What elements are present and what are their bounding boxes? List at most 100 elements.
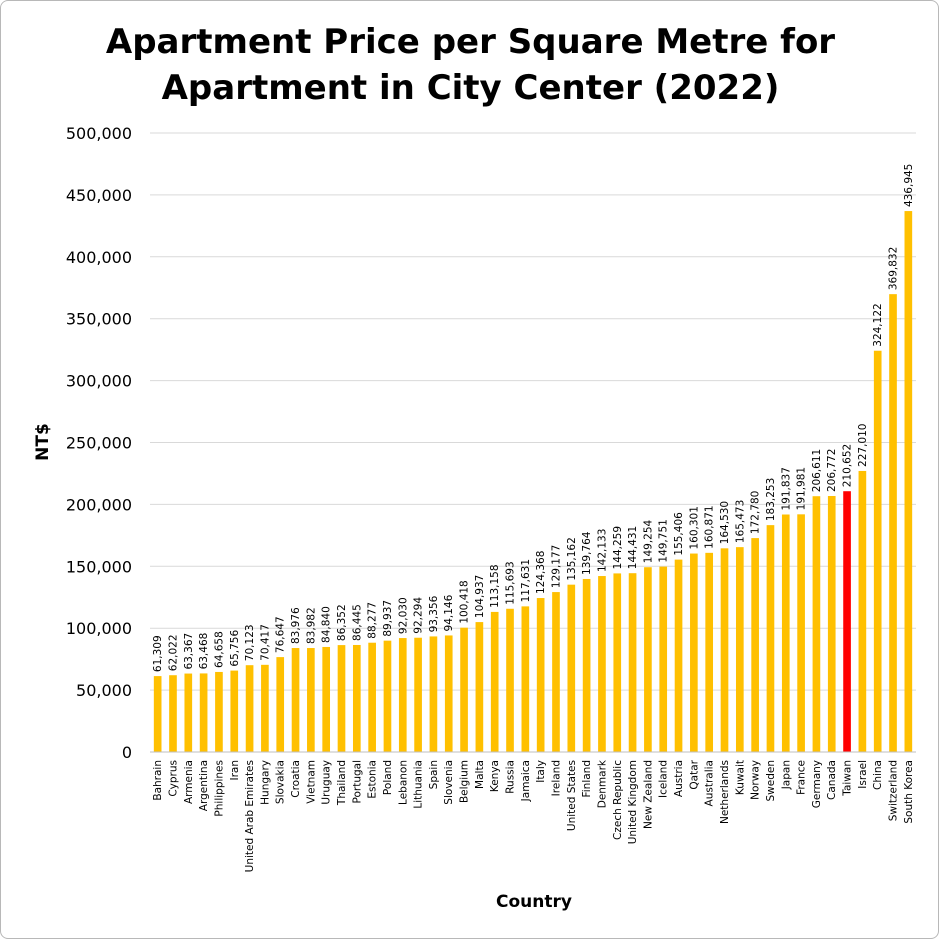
x-tick-label: Uruguay [321, 760, 333, 805]
data-label: 160,301 [688, 506, 700, 549]
bar [705, 552, 714, 752]
x-tick-label: Taiwan [842, 760, 854, 797]
data-label: 149,254 [642, 519, 654, 563]
x-tick-label: Kuwait [734, 760, 746, 795]
y-tick-label: 150,000 [66, 557, 132, 576]
x-tick-label: Philippines [213, 760, 225, 817]
x-tick-label: Belgium [459, 760, 471, 803]
y-tick-label: 250,000 [66, 434, 132, 453]
x-tick-label: Lithuania [413, 760, 425, 809]
bar [536, 598, 545, 752]
bar [613, 573, 622, 752]
data-label: 63,367 [183, 633, 195, 670]
x-tick-label: Israel [857, 760, 869, 789]
bar [506, 608, 514, 752]
bars [153, 211, 913, 753]
bar [475, 622, 484, 752]
data-label: 227,010 [857, 424, 869, 467]
x-tick-label: Poland [382, 760, 394, 795]
data-label: 369,832 [888, 247, 900, 290]
bar [352, 644, 361, 752]
x-tick-label: Spain [428, 760, 440, 789]
chart-title-line-2: Apartment in City Center (2022) [161, 68, 780, 108]
x-tick-label: Qatar [688, 759, 700, 789]
data-label: 86,445 [351, 604, 363, 641]
x-tick-label: Vietnam [305, 760, 317, 804]
x-tick-label: Slovakia [275, 760, 287, 804]
chart-title: Apartment Price per Square Metre for Apa… [1, 19, 939, 111]
y-axis-ticks: 0 50,000 100,000 150,000 200,000 250,000 300,0… [66, 124, 132, 762]
data-label: 113,158 [489, 564, 501, 607]
data-label: 83,976 [290, 607, 302, 644]
bar [169, 675, 177, 752]
x-axis-title: Country [496, 892, 572, 912]
x-tick-label: Argentina [198, 760, 210, 811]
x-tick-label: Germany [811, 760, 823, 808]
x-tick-label: Russia [505, 760, 517, 794]
x-tick-label: Lebanon [397, 760, 409, 805]
category-labels: Bahrain Cyprus Armenia Argentina Philippines… [152, 759, 915, 872]
bar [490, 611, 499, 752]
y-tick-label: 0 [122, 743, 132, 762]
bar [766, 525, 775, 752]
data-label: 164,530 [719, 501, 731, 544]
bar [383, 640, 392, 752]
data-label: 94,146 [443, 594, 455, 631]
x-tick-label: Italy [535, 760, 547, 783]
x-tick-label: Australia [704, 760, 716, 806]
x-tick-label: Japan [780, 760, 792, 790]
data-label: 83,982 [305, 607, 317, 644]
bar [444, 635, 453, 752]
x-tick-label: Iran [229, 760, 241, 781]
bar [552, 592, 560, 752]
data-label: 149,751 [658, 519, 670, 562]
data-label: 172,780 [750, 491, 762, 534]
y-tick-label: 50,000 [76, 681, 132, 700]
bar [153, 676, 162, 752]
x-tick-label: Denmark [596, 759, 608, 808]
x-tick-label: France [796, 760, 808, 795]
bar [199, 673, 208, 752]
x-tick-label: Iceland [658, 760, 670, 798]
bar [245, 665, 254, 752]
x-tick-label: Bahrain [152, 760, 164, 801]
bar [414, 637, 422, 752]
x-tick-label: Switzerland [888, 760, 900, 821]
data-label: 135,162 [566, 537, 578, 580]
bar [230, 670, 239, 752]
x-tick-label: Kenya [489, 760, 501, 792]
x-tick-label: Sweden [765, 760, 777, 802]
data-label: 86,352 [336, 604, 348, 641]
data-label: 84,840 [321, 606, 333, 643]
bar [873, 350, 882, 752]
bar [184, 673, 193, 752]
x-tick-label: Hungary [259, 760, 271, 805]
chart-title-line-1: Apartment Price per Square Metre for [105, 22, 836, 62]
data-label: 115,693 [505, 561, 517, 604]
x-tick-label: Armenia [183, 760, 195, 804]
data-label: 160,871 [704, 505, 716, 548]
x-tick-label: Czech Republic [612, 760, 624, 840]
x-tick-label: Jamaica [520, 760, 532, 802]
value-labels: 61,309 62,022 63,367 63,468 64,658 65,756 70,1… [152, 164, 915, 672]
data-label: 165,473 [734, 500, 746, 543]
bar [582, 578, 591, 752]
x-tick-label: New Zealand [642, 760, 654, 829]
data-label: 144,259 [612, 526, 624, 569]
data-label: 206,611 [811, 449, 823, 492]
x-tick-label: United Kingdom [627, 760, 639, 844]
data-label: 93,356 [428, 595, 440, 632]
data-label: 191,981 [796, 467, 808, 510]
x-tick-label: Slovenia [443, 760, 455, 805]
data-label: 70,123 [244, 624, 256, 661]
data-label: 62,022 [167, 634, 179, 671]
bar [261, 664, 269, 752]
bar [628, 573, 637, 752]
x-tick-label: Canada [826, 760, 838, 800]
data-label: 64,658 [213, 631, 225, 668]
x-tick-label: Norway [750, 760, 762, 800]
data-label: 117,631 [520, 559, 532, 602]
data-label: 88,277 [367, 602, 379, 639]
